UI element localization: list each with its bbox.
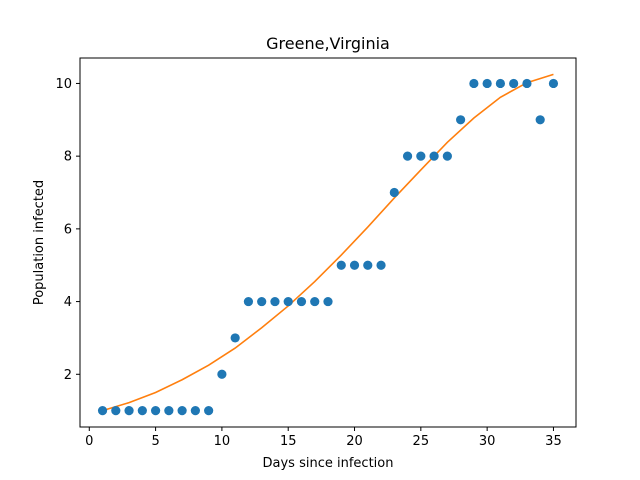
x-tick-label: 0 [85, 434, 93, 449]
x-tick-label: 20 [346, 434, 363, 449]
data-point [469, 78, 479, 89]
y-axis: 2 4 6 8 10 [55, 77, 80, 383]
data-point [150, 406, 161, 416]
y-tick-label: 2 [64, 368, 72, 383]
x-tick-label: 15 [280, 434, 297, 449]
x-axis-label: Days since infection [263, 456, 394, 471]
x-tick-label: 10 [214, 434, 231, 449]
data-point [376, 260, 386, 270]
data-point [111, 406, 121, 416]
data-point [190, 406, 200, 416]
data-point [124, 406, 134, 416]
data-point [283, 296, 293, 307]
fit-line-layer [102, 73, 554, 412]
x-tick-label: 30 [479, 434, 496, 449]
x-tick-label: 25 [413, 434, 430, 449]
data-point [310, 296, 320, 307]
data-point [230, 333, 240, 343]
data-point [257, 296, 267, 307]
data-point [296, 296, 307, 307]
x-tick-label: 5 [151, 434, 159, 449]
data-point [177, 406, 187, 416]
y-tick-label: 6 [64, 222, 72, 237]
data-point [402, 151, 413, 161]
data-point [243, 296, 254, 307]
data-point [204, 406, 214, 416]
y-axis-label: Population infected [32, 180, 47, 305]
plot-area [79, 57, 577, 428]
data-point [323, 296, 333, 307]
data-point [509, 78, 519, 89]
data-point [349, 260, 360, 270]
data-point [217, 369, 227, 379]
data-point [336, 260, 346, 270]
x-axis: 0 5 10 15 20 25 30 35 [85, 427, 562, 449]
data-point [495, 78, 506, 89]
data-point [270, 296, 280, 307]
y-tick-label: 4 [64, 295, 72, 310]
data-point [535, 115, 545, 125]
chart-title: Greene,Virginia [266, 34, 390, 53]
data-point [522, 78, 532, 89]
data-point [416, 151, 426, 161]
data-points-layer [97, 78, 559, 416]
y-tick-label: 8 [64, 150, 72, 165]
data-point [482, 78, 492, 89]
data-point [548, 78, 559, 89]
data-point [363, 260, 373, 270]
x-tick-label: 35 [545, 434, 562, 449]
fit-line [102, 73, 554, 412]
data-point [442, 151, 452, 161]
y-tick-label: 10 [55, 77, 72, 92]
data-point [429, 151, 439, 161]
data-point [456, 115, 466, 125]
data-point [164, 406, 174, 416]
data-point [97, 406, 108, 416]
data-point [137, 406, 147, 416]
data-point [389, 187, 399, 198]
